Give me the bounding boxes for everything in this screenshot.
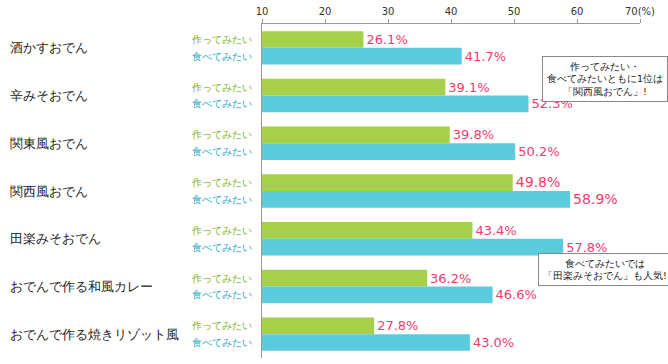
svg-text:作ってみたい: 作ってみたい [191,82,252,93]
svg-text:36.2%: 36.2% [430,271,471,286]
svg-text:食べてみたいでは「田楽みそおでん」も人気!: 食べてみたいでは「田楽みそおでん」も人気! [543,258,667,281]
svg-text:70(%): 70(%) [625,6,655,17]
svg-text:食べてみたい: 食べてみたい [192,51,252,62]
svg-text:食べてみたい: 食べてみたい [192,289,252,300]
svg-text:27.8%: 27.8% [377,318,418,333]
svg-text:26.1%: 26.1% [366,32,407,47]
svg-text:58.9%: 58.9% [573,191,618,207]
svg-text:作ってみたい: 作ってみたい [191,225,252,236]
svg-text:関東風おでん: 関東風おでん [10,136,88,151]
svg-text:43.4%: 43.4% [475,223,516,238]
svg-text:39.8%: 39.8% [453,127,494,142]
svg-text:作ってみたい・食べてみたいともに1位は「関西風おでん」!: 作ってみたい・食べてみたいともに1位は「関西風おでん」! [547,61,663,97]
svg-text:39.1%: 39.1% [448,80,489,95]
svg-text:30: 30 [382,6,395,17]
svg-text:食べてみたい: 食べてみたい [192,242,252,253]
svg-text:10: 10 [256,6,269,17]
svg-text:50: 50 [508,6,521,17]
svg-text:作ってみたい: 作ってみたい [191,320,252,331]
svg-text:41.7%: 41.7% [465,49,506,64]
svg-text:辛みそおでん: 辛みそおでん [10,88,88,103]
svg-text:作ってみたい: 作ってみたい [191,177,252,188]
svg-text:46.6%: 46.6% [496,287,537,302]
svg-text:食べてみたい: 食べてみたい [192,146,252,157]
svg-text:20: 20 [319,6,332,17]
svg-text:52.3%: 52.3% [531,96,572,111]
svg-text:43.0%: 43.0% [473,335,514,350]
svg-text:作ってみたい: 作ってみたい [191,34,252,45]
svg-text:40: 40 [445,6,458,17]
svg-text:作ってみたい: 作ってみたい [191,129,252,140]
svg-text:作ってみたい: 作ってみたい [191,273,252,284]
svg-text:食べてみたい: 食べてみたい [192,337,252,348]
svg-text:60: 60 [571,6,584,17]
svg-text:49.8%: 49.8% [516,174,561,190]
svg-text:50.2%: 50.2% [518,144,559,159]
svg-text:食べてみたい: 食べてみたい [192,98,252,109]
svg-text:田楽みそおでん: 田楽みそおでん [10,231,101,246]
svg-text:酒かすおでん: 酒かすおでん [10,40,88,55]
svg-text:おでんで作る焼きリゾット風: おでんで作る焼きリゾット風 [10,327,179,342]
svg-text:関西風おでん: 関西風おでん [10,184,88,199]
svg-text:おでんで作る和風カレー: おでんで作る和風カレー [10,279,153,294]
svg-text:食べてみたい: 食べてみたい [192,194,252,205]
svg-text:57.8%: 57.8% [566,240,607,255]
